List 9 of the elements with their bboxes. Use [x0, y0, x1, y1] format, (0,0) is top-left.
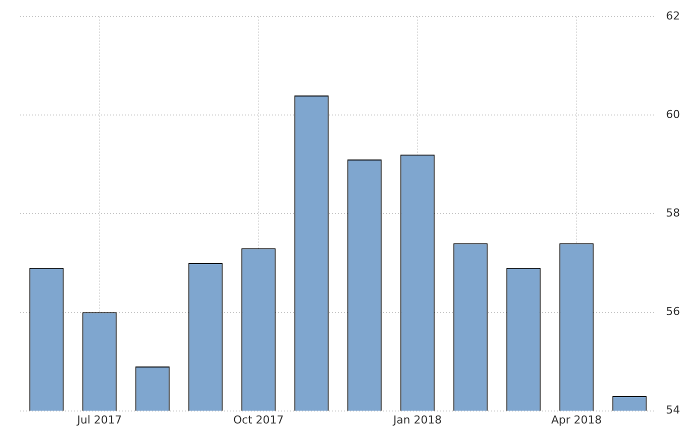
x-tick-label: Oct 2017	[233, 413, 284, 426]
y-tick-label: 54	[666, 404, 680, 417]
y-tick-label: 56	[666, 305, 680, 318]
y-tick-label: 58	[666, 206, 680, 220]
y-tick-label: 62	[666, 9, 680, 22]
x-tick-label: Jul 2017	[76, 413, 122, 426]
x-tick-label: Jan 2018	[392, 413, 442, 426]
y-tick-label: 60	[666, 108, 680, 122]
x-tick-label: Apr 2018	[551, 413, 602, 426]
